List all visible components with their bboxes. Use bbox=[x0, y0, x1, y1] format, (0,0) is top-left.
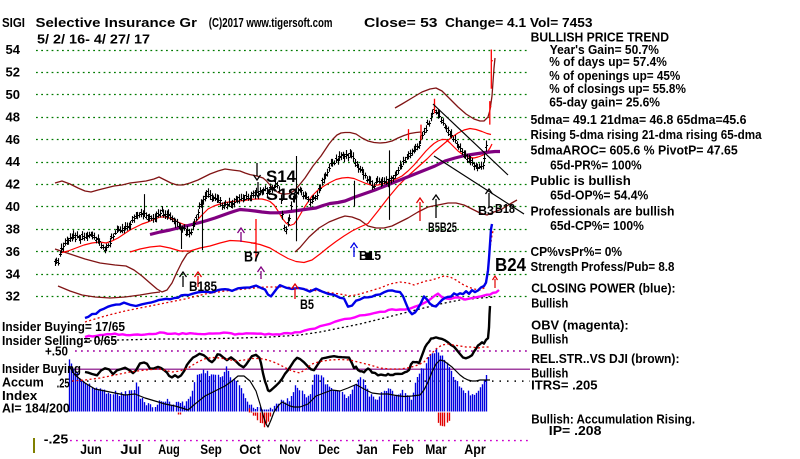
svg-text:65d-PR%= 100%: 65d-PR%= 100% bbox=[550, 159, 642, 173]
svg-text:% of openings up= 45%: % of openings up= 45% bbox=[549, 69, 680, 83]
svg-text:(C)2017 www.tigersoft.com: (C)2017 www.tigersoft.com bbox=[209, 15, 333, 30]
svg-text:B3: B3 bbox=[478, 203, 494, 218]
svg-text:Close= 53: Close= 53 bbox=[364, 15, 438, 30]
svg-text:CP%vsPr%= 0%: CP%vsPr%= 0% bbox=[531, 245, 623, 259]
svg-text:B24: B24 bbox=[495, 255, 526, 275]
svg-text:Accum: Accum bbox=[2, 376, 44, 390]
svg-text:S18: S18 bbox=[266, 185, 298, 204]
svg-text:Insider Buying: Insider Buying bbox=[2, 362, 81, 376]
svg-text:B5: B5 bbox=[300, 296, 314, 312]
svg-text:% of closings up= 55.8%: % of closings up= 55.8% bbox=[549, 82, 686, 96]
svg-text:BULLISH PRICE TREND: BULLISH PRICE TREND bbox=[531, 31, 669, 45]
svg-text:.25: .25 bbox=[57, 377, 70, 391]
svg-text:Apr: Apr bbox=[464, 442, 486, 457]
svg-text:48: 48 bbox=[6, 109, 20, 124]
svg-text:5/ 2/ 16- 4/ 27/ 17: 5/ 2/ 16- 4/ 27/ 17 bbox=[37, 32, 150, 47]
svg-text:44: 44 bbox=[6, 154, 21, 169]
svg-text:AI= 184/200: AI= 184/200 bbox=[2, 402, 70, 416]
svg-text:IP= .208: IP= .208 bbox=[549, 424, 602, 438]
svg-text:38: 38 bbox=[6, 221, 20, 236]
svg-text:5dma= 49.1 21dma= 46.8 65dma=4: 5dma= 49.1 21dma= 46.8 65dma=45.6 bbox=[531, 113, 747, 127]
svg-text:40: 40 bbox=[6, 199, 20, 214]
svg-text:Nov: Nov bbox=[279, 442, 301, 457]
svg-text:B5B25: B5B25 bbox=[428, 219, 457, 235]
svg-text:Change= 4.1 Vol= 7453: Change= 4.1 Vol= 7453 bbox=[445, 15, 593, 30]
svg-text:Aug: Aug bbox=[158, 442, 180, 457]
svg-text:Bullish: Bullish bbox=[531, 297, 568, 311]
svg-text:65d-CP%= 100%: 65d-CP%= 100% bbox=[550, 219, 644, 233]
svg-text:CLOSING POWER (blue):: CLOSING POWER (blue): bbox=[531, 282, 675, 296]
svg-text:Jul: Jul bbox=[120, 442, 142, 457]
svg-text:ITRS= .205: ITRS= .205 bbox=[531, 379, 597, 393]
svg-text:Bullish: Accumulation Rising.: Bullish: Accumulation Rising. bbox=[531, 413, 695, 427]
svg-text:B18: B18 bbox=[495, 201, 515, 216]
svg-text:Oct: Oct bbox=[239, 442, 261, 457]
svg-text:Insider Buying= 17/65: Insider Buying= 17/65 bbox=[2, 320, 125, 334]
svg-text:Mar: Mar bbox=[425, 442, 447, 457]
svg-text:34: 34 bbox=[6, 266, 21, 281]
svg-text:65-day gain= 25.6%: 65-day gain= 25.6% bbox=[549, 95, 660, 109]
svg-text:Insider Selling= 0/65: Insider Selling= 0/65 bbox=[2, 334, 117, 348]
svg-text:Dec: Dec bbox=[318, 442, 340, 457]
svg-text:Index: Index bbox=[2, 389, 37, 403]
svg-text:REL.STR..VS DJI (brown):: REL.STR..VS DJI (brown): bbox=[531, 352, 679, 366]
svg-text:Rising 5-dma rising 21-dma r: Rising 5-dma rising 21-dma rising 65-dma bbox=[531, 128, 763, 142]
svg-text:-.25: -.25 bbox=[44, 433, 68, 447]
svg-text:B7: B7 bbox=[244, 250, 260, 266]
svg-text:Selective Insurance Gr: Selective Insurance Gr bbox=[36, 15, 197, 30]
svg-text:Bullish: Bullish bbox=[531, 367, 568, 381]
svg-text:Sep: Sep bbox=[200, 442, 222, 457]
svg-text:Bullish: Bullish bbox=[531, 333, 568, 347]
svg-text:Strength Profess/Pub= 8.8: Strength Profess/Pub= 8.8 bbox=[531, 260, 675, 274]
svg-text:OBV (magenta):: OBV (magenta): bbox=[531, 319, 629, 333]
svg-text:Professionals are bullish: Professionals are bullish bbox=[531, 205, 675, 219]
svg-text:52: 52 bbox=[6, 65, 20, 80]
svg-text:% of days up= 57.4%: % of days up= 57.4% bbox=[549, 55, 667, 69]
svg-text:SIGI: SIGI bbox=[2, 15, 25, 30]
svg-text:32: 32 bbox=[6, 289, 20, 304]
svg-text:54: 54 bbox=[6, 42, 21, 57]
svg-text:36: 36 bbox=[6, 244, 20, 259]
svg-text:Year's Gain= 50.7%: Year's Gain= 50.7% bbox=[550, 43, 659, 57]
svg-text:65d-OP%= 54.4%: 65d-OP%= 54.4% bbox=[550, 189, 648, 203]
svg-text:Public is bullish: Public is bullish bbox=[531, 174, 631, 188]
svg-text:Jun: Jun bbox=[80, 442, 102, 457]
svg-text:50: 50 bbox=[6, 87, 20, 102]
svg-text:42: 42 bbox=[6, 177, 20, 192]
svg-text:5dmaAROC= 605.6 % PivotP= 47.: 5dmaAROC= 605.6 % PivotP= 47.65 bbox=[531, 144, 738, 158]
svg-text:Jan: Jan bbox=[356, 442, 378, 457]
svg-text:46: 46 bbox=[6, 132, 20, 147]
svg-text:+.50: +.50 bbox=[45, 345, 68, 359]
svg-text:B185: B185 bbox=[189, 278, 217, 294]
svg-text:Feb: Feb bbox=[392, 442, 414, 457]
svg-text:S14: S14 bbox=[266, 167, 297, 186]
